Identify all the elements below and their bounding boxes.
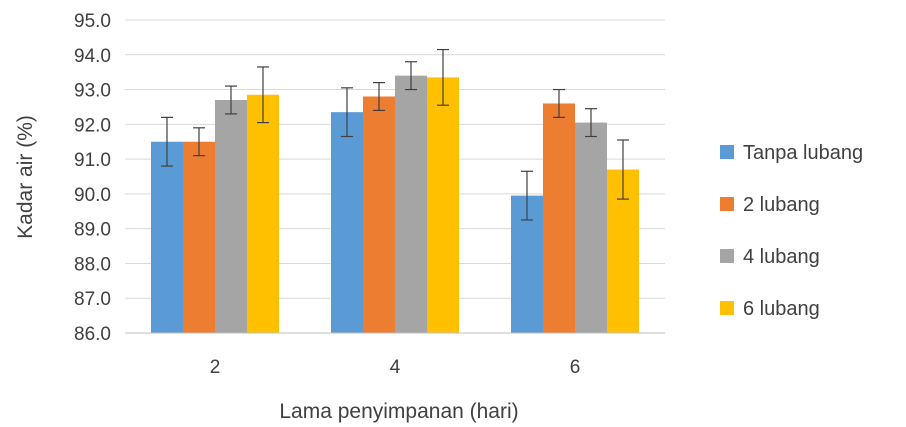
bar	[151, 141, 183, 333]
y-tick-label: 86.0	[74, 324, 111, 345]
y-tick-label: 93.0	[74, 81, 111, 102]
bar	[215, 99, 247, 333]
legend-swatch	[720, 197, 734, 211]
bar	[427, 77, 459, 333]
y-tick-label: 92.0	[74, 115, 111, 136]
legend-label: Tanpa lubang	[743, 142, 863, 164]
y-axis-title: Kadar air (%)	[14, 115, 37, 239]
y-tick-label: 90.0	[74, 185, 111, 206]
bars	[151, 75, 639, 334]
y-tick-label: 87.0	[74, 289, 111, 310]
bar	[331, 112, 363, 334]
legend-swatch	[720, 249, 734, 263]
legend-swatch	[720, 301, 734, 315]
legend-label: 2 lubang	[743, 194, 820, 216]
x-tick-label: 6	[570, 357, 581, 378]
bar	[183, 141, 215, 333]
x-tick-label: 4	[390, 357, 401, 378]
x-tick-label: 2	[210, 357, 221, 378]
y-tick-label: 95.0	[74, 11, 111, 32]
y-tick-label: 89.0	[74, 220, 111, 241]
legend: Tanpa lubang 2 lubang 4 lubang 6 lubang	[720, 142, 863, 320]
legend-label: 4 lubang	[743, 246, 820, 268]
axes: 86.0 87.0 88.0 89.0 90.0 91.0 92.0 93.0 94.0 95.0…	[74, 11, 665, 378]
legend-label: 6 lubang	[743, 298, 820, 320]
y-tick-label: 91.0	[74, 150, 111, 171]
bar	[395, 75, 427, 334]
bar	[363, 96, 395, 333]
bar	[575, 122, 607, 333]
bar	[247, 94, 279, 334]
legend-swatch	[720, 145, 734, 159]
y-tick-label: 94.0	[74, 46, 111, 67]
y-tick-label: 88.0	[74, 254, 111, 275]
error-bars	[161, 48, 629, 221]
bar	[543, 103, 575, 333]
x-axis-title: Lama penyimpanan (hari)	[279, 400, 518, 423]
